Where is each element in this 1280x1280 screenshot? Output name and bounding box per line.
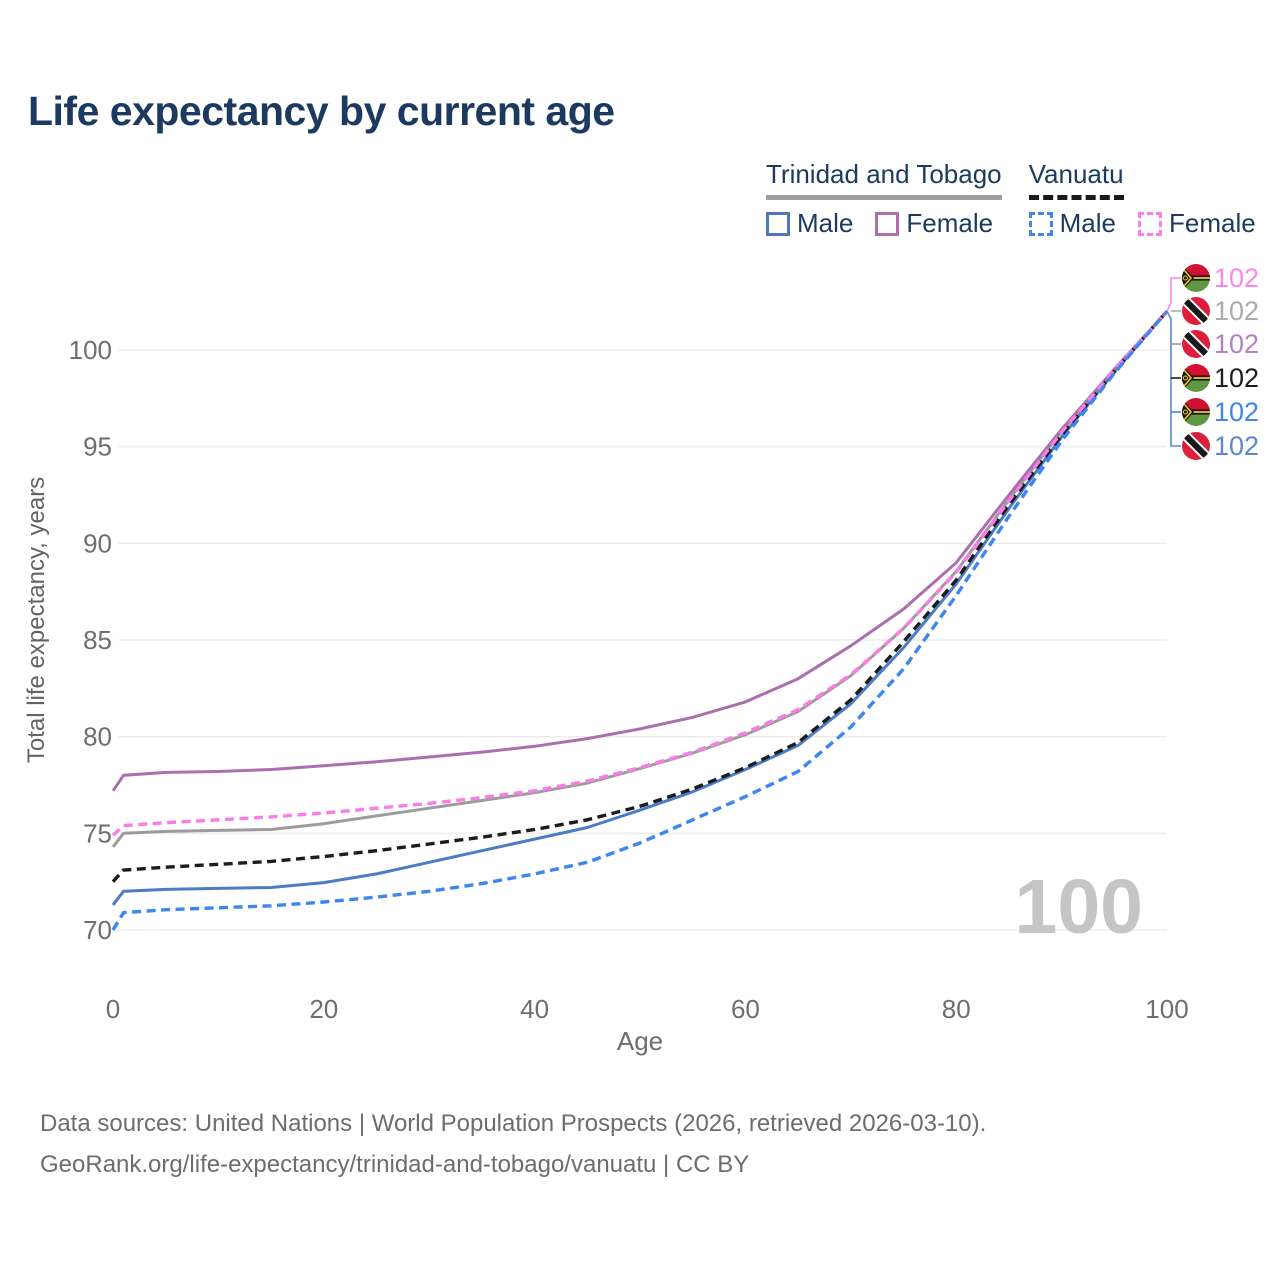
end-label-trinidad-and-tobago-female: 102	[1214, 329, 1259, 359]
x-tick-label-100: 100	[1145, 994, 1188, 1024]
legend-label-vanuatu-female[interactable]: Female	[1168, 208, 1256, 238]
footer-url: GeoRank.org/life-expectancy/trinidad-and…	[40, 1151, 750, 1178]
y-tick-label-70: 70	[83, 915, 112, 945]
end-label-vanuatu-female: 102	[1214, 263, 1259, 293]
series-line-vanuatu-female[interactable]	[111, 310, 1169, 837]
y-tick-label-100: 100	[69, 335, 112, 365]
legend-group-trinidad-and-tobago: Trinidad and Tobago Male Female	[766, 159, 1002, 239]
x-tick-label-80: 80	[942, 994, 971, 1024]
legend-group-vanuatu: Vanuatu Male Female	[1028, 159, 1256, 239]
x-tick-label-0: 0	[106, 994, 120, 1024]
series-line-vanuatu[interactable]	[111, 310, 1169, 883]
y-tick-label-85: 85	[83, 625, 112, 655]
x-axis-title: Age	[617, 1026, 663, 1056]
flag-vanuatu-icon	[1182, 264, 1210, 292]
legend-swatch-trinidad-male[interactable]	[766, 211, 790, 236]
legend-label-vanuatu-male[interactable]: Male	[1059, 208, 1116, 238]
legend: Trinidad and Tobago Male Female Vanuatu …	[766, 159, 1256, 239]
end-label-vanuatu: 102	[1214, 363, 1259, 393]
y-tick-label-80: 80	[83, 722, 112, 752]
legend-country-trinidad-and-tobago[interactable]: Trinidad and Tobago	[766, 159, 1002, 200]
flag-trinidad-and-tobago-icon	[1182, 330, 1210, 358]
age-watermark: 100	[1014, 864, 1143, 950]
x-tick-label-20: 20	[309, 994, 338, 1024]
legend-swatch-vanuatu-female[interactable]	[1137, 211, 1162, 236]
x-tick-label-60: 60	[731, 994, 760, 1024]
y-tick-label-90: 90	[83, 528, 112, 558]
legend-items-trinidad-and-tobago: Male Female	[766, 208, 993, 239]
footer-data-sources: Data sources: United Nations | World Pop…	[40, 1110, 987, 1137]
end-label-trinidad-and-tobago: 102	[1214, 296, 1259, 326]
flag-vanuatu-icon	[1182, 364, 1210, 392]
footer: Data sources: United Nations | World Pop…	[40, 1103, 986, 1185]
legend-label-trinidad-female[interactable]: Female	[906, 208, 994, 238]
flag-trinidad-and-tobago-icon	[1182, 297, 1210, 325]
flag-vanuatu-icon	[1182, 398, 1210, 426]
y-tick-label-75: 75	[83, 818, 112, 848]
legend-swatch-trinidad-female[interactable]	[875, 211, 900, 236]
leader-line-top	[1166, 277, 1181, 312]
end-label-trinidad-and-tobago-male: 102	[1214, 431, 1259, 461]
series-line-vanuatu-male[interactable]	[111, 310, 1169, 931]
y-axis-title: Total life expectancy, years	[23, 477, 50, 763]
series-line-trinidad-and-tobago-female[interactable]	[111, 310, 1169, 792]
series-line-trinidad-and-tobago[interactable]	[111, 310, 1169, 848]
page-title: Life expectancy by current age	[28, 88, 615, 134]
flag-trinidad-and-tobago-icon	[1182, 432, 1210, 460]
legend-swatch-vanuatu-male[interactable]	[1028, 211, 1053, 236]
leader-line-bottom	[1166, 310, 1181, 447]
legend-country-vanuatu[interactable]: Vanuatu	[1028, 159, 1124, 200]
legend-items-vanuatu: Male Female	[1028, 208, 1256, 239]
x-tick-label-40: 40	[520, 994, 549, 1024]
legend-label-trinidad-male[interactable]: Male	[797, 208, 854, 238]
y-tick-label-95: 95	[83, 432, 112, 462]
series-line-trinidad-and-tobago-male[interactable]	[111, 310, 1169, 906]
end-label-vanuatu-male: 102	[1214, 397, 1259, 427]
